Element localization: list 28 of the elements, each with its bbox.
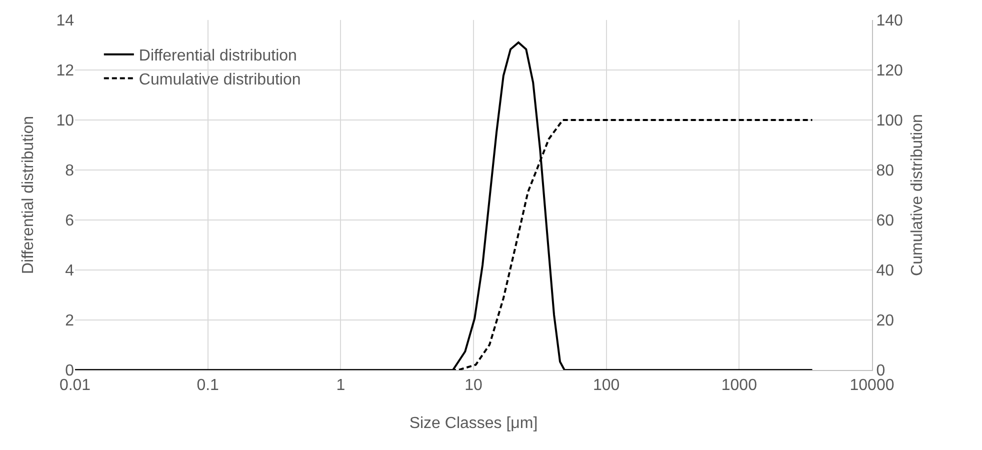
y-tick-label: 6: [65, 212, 74, 230]
x-tick-label: 1000: [721, 377, 758, 394]
legend-label: Differential distribution: [138, 48, 297, 65]
y-tick-label: 8: [65, 162, 74, 180]
y-tick-label: 0: [65, 362, 74, 380]
y-tick-label: 2: [65, 312, 74, 330]
x-tick-label: 100: [592, 377, 620, 394]
y2-tick-label: 40: [876, 262, 894, 280]
x-tick-label: 0.01: [59, 377, 91, 394]
y2-tick-label: 120: [876, 62, 903, 80]
y-tick-label: 14: [56, 12, 74, 30]
x-tick-label: 10000: [850, 377, 894, 394]
y2-axis-title: Cumulative distribution: [909, 114, 926, 276]
y2-tick-label: 20: [876, 312, 894, 330]
y-tick-label: 4: [65, 262, 74, 280]
y2-tick-label: 80: [876, 162, 894, 180]
x-axis-title: Size Classes [μm]: [409, 415, 538, 432]
x-tick-label: 1: [336, 377, 346, 394]
y-tick-label: 12: [56, 62, 74, 80]
x-tick-label: 10: [464, 377, 482, 394]
y2-tick-label: 100: [876, 112, 903, 130]
legend-label: Cumulative distribution: [138, 71, 301, 88]
y2-tick-label: 0: [876, 362, 886, 380]
y-tick-label: 10: [56, 112, 74, 130]
y2-tick-label: 140: [876, 12, 903, 30]
y-axis-title: Differential distribution: [20, 116, 37, 274]
y2-tick-label: 60: [876, 212, 894, 230]
x-tick-label: 0.1: [196, 377, 220, 394]
